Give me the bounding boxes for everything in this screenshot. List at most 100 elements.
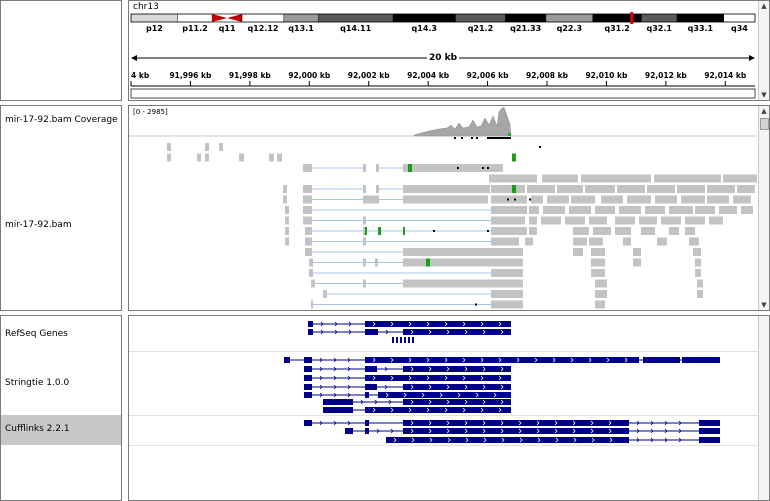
read — [707, 185, 735, 193]
scroll-thumb[interactable] — [760, 118, 769, 130]
chromosome-label[interactable]: chr13 — [133, 2, 159, 12]
read — [689, 237, 699, 246]
transcript-exon — [365, 407, 511, 413]
read — [491, 269, 523, 277]
scroll-up-icon[interactable]: ▲ — [761, 2, 767, 10]
read — [491, 216, 525, 225]
transcript-exon — [699, 420, 720, 426]
read — [571, 195, 595, 204]
ideogram-outline — [130, 13, 756, 23]
coverage-area — [413, 106, 512, 137]
read — [311, 279, 315, 288]
cytoband-label: q12.12 — [247, 24, 278, 33]
read — [219, 143, 223, 151]
refseq-small-exon — [412, 337, 414, 343]
read — [305, 237, 312, 246]
strand-arrow-icon — [319, 420, 323, 426]
read — [677, 185, 705, 193]
ruler-tick-label: 92,008 kb — [526, 71, 569, 80]
deletion-mark — [433, 230, 435, 232]
strand-arrow-icon — [462, 375, 466, 381]
read — [303, 185, 312, 193]
strand-arrow-icon — [334, 329, 338, 335]
strand-arrow-icon — [426, 375, 430, 381]
strand-arrow-icon — [372, 321, 376, 327]
strand-arrow-icon — [500, 366, 504, 372]
ruler-tick-label: 92,012 kb — [645, 71, 688, 80]
cufflinks-track-label[interactable]: Cufflinks 2.2.1 — [5, 424, 70, 434]
bam-track-label[interactable]: mir-17-92.bam — [5, 220, 72, 230]
strand-arrow-icon — [372, 357, 376, 363]
read — [529, 206, 539, 214]
read — [403, 185, 490, 193]
read — [681, 195, 705, 204]
read — [489, 174, 537, 183]
coverage-track-label[interactable]: mir-17-92.bam Coverage — [5, 115, 118, 125]
read — [595, 279, 607, 288]
transcript-exon — [365, 384, 377, 390]
feature-scrollbar[interactable] — [758, 316, 769, 500]
strand-arrow-icon — [334, 321, 338, 327]
strand-arrow-icon — [462, 407, 466, 413]
scroll-down-icon[interactable]: ▼ — [761, 91, 767, 99]
strand-arrow-icon — [408, 407, 412, 413]
read — [167, 143, 171, 151]
ideogram-ruler[interactable]: p12 p11.2 q11 q12.12 q13.1 q14.11 q14.3 q21.2 q2… — [129, 1, 757, 100]
cytoband-q13.1 — [283, 13, 319, 23]
read — [283, 195, 287, 204]
cytoband-label: q14.3 — [412, 24, 437, 33]
strand-arrow-icon — [555, 437, 559, 443]
ruler-tick-label: 91,996 kb — [169, 71, 212, 80]
read — [627, 195, 651, 204]
read — [311, 300, 313, 309]
read — [669, 206, 693, 214]
read — [375, 258, 378, 267]
read — [363, 164, 366, 172]
header-scrollbar[interactable]: ▲ ▼ — [758, 1, 769, 100]
coverage-feature-mark — [476, 137, 478, 139]
strand-arrow-icon — [678, 428, 682, 434]
strand-arrow-icon — [570, 357, 574, 363]
transcript-exon — [304, 357, 312, 363]
deletion-mark — [457, 167, 459, 169]
refseq-track-label[interactable]: RefSeq Genes — [5, 329, 68, 339]
chromosome-ideogram: p12 p11.2 q11 q12.12 q13.1 q14.11 q14.3 q21.2 q2… — [130, 12, 756, 33]
read — [403, 279, 491, 288]
strand-arrow-icon — [464, 428, 468, 434]
read — [285, 206, 289, 214]
transcript-exon — [403, 399, 511, 405]
strand-arrow-icon — [390, 407, 394, 413]
read — [617, 174, 651, 183]
alignment-canvas[interactable] — [129, 106, 757, 310]
strand-arrow-icon — [624, 357, 628, 363]
strand-arrow-icon — [348, 321, 352, 327]
ruler-tick-label: 91,998 kb — [229, 71, 272, 80]
strand-arrow-icon — [333, 384, 337, 390]
strand-arrow-icon — [554, 420, 558, 426]
transcript-exon — [365, 428, 369, 434]
read — [491, 206, 527, 214]
read — [573, 237, 587, 246]
read — [655, 195, 677, 204]
transcript-exon — [323, 407, 353, 413]
feature-canvas[interactable] — [129, 316, 757, 500]
mismatch-base — [378, 227, 381, 235]
scroll-up-icon[interactable]: ▲ — [761, 107, 767, 115]
strand-arrow-icon — [678, 437, 682, 443]
transcript-exon — [699, 437, 720, 443]
scroll-down-icon[interactable]: ▼ — [761, 301, 767, 309]
read — [697, 290, 703, 298]
cufflinks-track-selected[interactable]: Cufflinks 2.2.1 — [1, 415, 121, 445]
strand-arrow-icon — [390, 375, 394, 381]
strand-arrow-icon — [482, 428, 486, 434]
read — [491, 279, 523, 288]
alignment-scrollbar[interactable]: ▲ ▼ — [758, 106, 769, 310]
strand-arrow-icon — [319, 375, 323, 381]
read — [573, 227, 589, 235]
read — [737, 185, 755, 193]
read — [323, 290, 327, 298]
deletion-mark — [487, 230, 489, 232]
stringtie-track-label[interactable]: Stringtie 1.0.0 — [5, 378, 70, 388]
strand-arrow-icon — [374, 399, 378, 405]
ruler-tick-label: 92,004 kb — [407, 71, 450, 80]
